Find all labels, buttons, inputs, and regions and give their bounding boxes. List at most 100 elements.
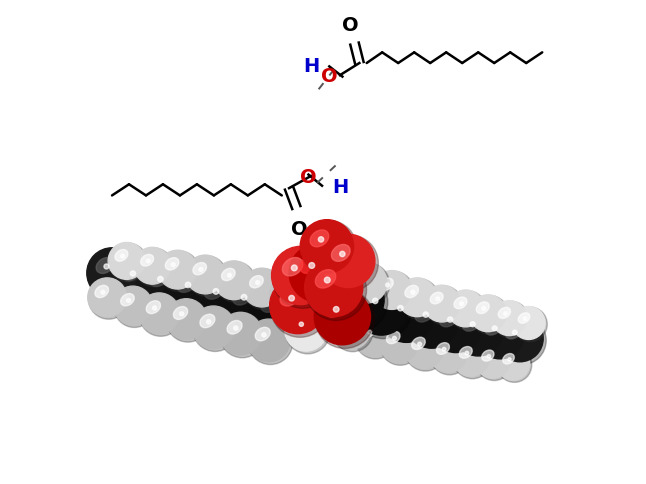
Ellipse shape	[476, 302, 489, 314]
Circle shape	[487, 355, 491, 358]
Ellipse shape	[453, 340, 492, 379]
Circle shape	[147, 259, 150, 263]
Circle shape	[453, 306, 503, 356]
Circle shape	[304, 259, 363, 317]
Circle shape	[373, 271, 412, 310]
Circle shape	[104, 264, 109, 270]
Circle shape	[207, 320, 211, 324]
Ellipse shape	[380, 289, 437, 346]
Ellipse shape	[332, 311, 373, 352]
Circle shape	[101, 291, 105, 295]
Circle shape	[460, 302, 463, 306]
Circle shape	[283, 288, 287, 292]
Ellipse shape	[165, 258, 179, 271]
Ellipse shape	[315, 290, 374, 349]
Circle shape	[379, 324, 418, 363]
Ellipse shape	[380, 278, 393, 291]
Circle shape	[346, 263, 387, 303]
Circle shape	[398, 278, 437, 317]
Ellipse shape	[195, 272, 254, 331]
Circle shape	[411, 291, 415, 295]
Circle shape	[130, 272, 136, 276]
Ellipse shape	[113, 256, 169, 310]
Ellipse shape	[505, 324, 521, 339]
Ellipse shape	[406, 296, 462, 352]
Circle shape	[152, 306, 156, 310]
Ellipse shape	[167, 300, 209, 342]
Circle shape	[345, 323, 349, 327]
Circle shape	[492, 326, 497, 331]
Ellipse shape	[306, 260, 366, 321]
Ellipse shape	[223, 278, 282, 337]
Circle shape	[340, 252, 345, 257]
Ellipse shape	[220, 313, 265, 358]
Circle shape	[158, 277, 163, 282]
Ellipse shape	[459, 347, 472, 359]
Circle shape	[262, 333, 266, 337]
Ellipse shape	[380, 325, 421, 365]
Ellipse shape	[430, 293, 443, 304]
Circle shape	[247, 319, 290, 362]
Ellipse shape	[354, 271, 368, 284]
Circle shape	[121, 255, 125, 258]
Circle shape	[271, 247, 330, 305]
Text: O: O	[291, 219, 308, 238]
Circle shape	[291, 265, 297, 271]
Ellipse shape	[470, 296, 509, 334]
Circle shape	[482, 307, 486, 311]
Ellipse shape	[513, 307, 547, 342]
Circle shape	[300, 220, 353, 273]
Circle shape	[186, 256, 225, 294]
Ellipse shape	[303, 285, 346, 328]
Circle shape	[180, 312, 183, 316]
Ellipse shape	[109, 243, 147, 282]
Ellipse shape	[430, 302, 486, 356]
Circle shape	[512, 331, 517, 335]
Ellipse shape	[168, 266, 225, 323]
Circle shape	[405, 295, 458, 348]
Circle shape	[318, 237, 324, 242]
Ellipse shape	[251, 285, 310, 344]
Ellipse shape	[134, 248, 173, 287]
Circle shape	[289, 296, 295, 302]
Circle shape	[166, 299, 207, 340]
Circle shape	[430, 336, 466, 373]
Circle shape	[139, 293, 180, 334]
Ellipse shape	[193, 263, 207, 275]
Ellipse shape	[322, 236, 379, 291]
Circle shape	[269, 278, 326, 334]
Ellipse shape	[477, 312, 527, 362]
Circle shape	[256, 281, 260, 285]
Ellipse shape	[492, 302, 529, 338]
Text: H: H	[303, 57, 320, 76]
Ellipse shape	[415, 305, 433, 322]
Ellipse shape	[141, 255, 154, 267]
Ellipse shape	[373, 272, 414, 312]
Circle shape	[508, 358, 511, 362]
Ellipse shape	[146, 301, 160, 314]
Circle shape	[185, 283, 191, 288]
Circle shape	[127, 299, 130, 303]
Circle shape	[309, 263, 315, 269]
Circle shape	[139, 259, 194, 314]
Circle shape	[219, 313, 262, 355]
Ellipse shape	[325, 300, 344, 318]
Ellipse shape	[439, 311, 458, 327]
Ellipse shape	[89, 279, 129, 319]
Ellipse shape	[200, 315, 215, 328]
Circle shape	[355, 318, 393, 357]
Text: O: O	[300, 167, 317, 186]
Ellipse shape	[463, 316, 480, 332]
Circle shape	[167, 265, 221, 319]
Ellipse shape	[362, 325, 375, 338]
Circle shape	[398, 306, 403, 311]
Ellipse shape	[243, 269, 284, 310]
Circle shape	[214, 261, 253, 300]
Circle shape	[436, 297, 440, 301]
Circle shape	[171, 263, 175, 267]
Ellipse shape	[453, 307, 506, 360]
Text: O: O	[342, 16, 359, 35]
Ellipse shape	[255, 328, 270, 341]
Ellipse shape	[271, 279, 329, 338]
Circle shape	[324, 277, 330, 283]
